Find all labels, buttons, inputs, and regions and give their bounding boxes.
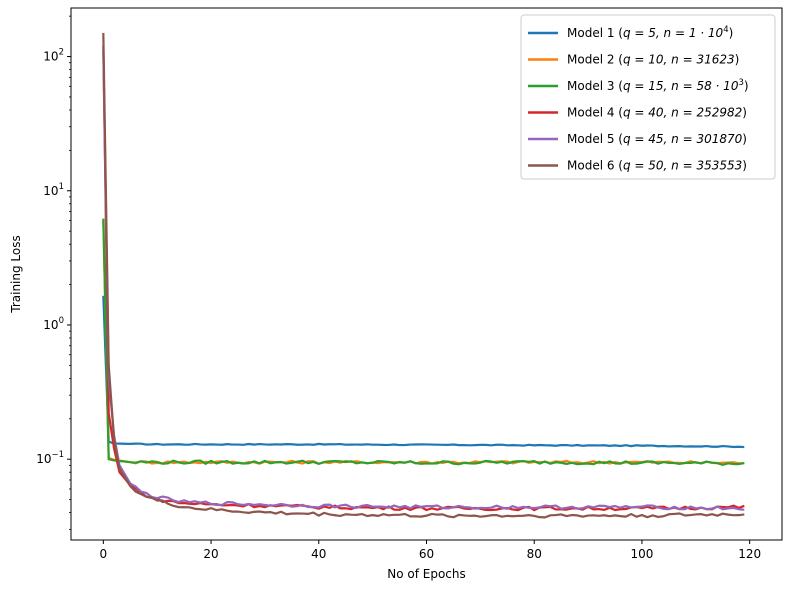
legend-entry: Model 2 (q = 10, n = 31623) bbox=[567, 53, 739, 67]
legend-entry: Model 5 (q = 45, n = 301870) bbox=[567, 132, 747, 146]
series-line-model-1 bbox=[102, 295, 745, 449]
x-tick-label: 100 bbox=[631, 547, 654, 561]
x-tick-label: 40 bbox=[311, 547, 326, 561]
series-line-model-6 bbox=[102, 32, 745, 519]
legend-box bbox=[520, 14, 776, 180]
y-axis-label: Training Loss bbox=[9, 235, 23, 313]
legend: Model 1 (q = 5, n = 1 · 104) Model 2 (q =… bbox=[520, 14, 776, 180]
x-tick-label: 80 bbox=[527, 547, 542, 561]
x-tick-label: 60 bbox=[419, 547, 434, 561]
legend-entry: Model 4 (q = 40, n = 252982) bbox=[567, 106, 747, 120]
x-axis-label: No of Epochs bbox=[387, 567, 466, 581]
x-axis: 0 20 40 60 80 100 120 bbox=[99, 540, 761, 561]
series-line-model-2 bbox=[102, 220, 745, 465]
series-line-model-5 bbox=[102, 50, 745, 511]
legend-entry: Model 6 (q = 50, n = 353553) bbox=[567, 159, 747, 173]
y-axis: 10−1 100 101 102 bbox=[36, 15, 71, 530]
y-tick-label: 101 bbox=[43, 182, 64, 198]
y-tick-label: 102 bbox=[43, 48, 64, 64]
legend-entry: Model 1 (q = 5, n = 1 · 104) bbox=[567, 25, 733, 40]
series-line-model-3 bbox=[102, 218, 745, 466]
x-tick-label: 0 bbox=[99, 547, 107, 561]
x-tick-label: 120 bbox=[738, 547, 761, 561]
y-tick-label: 100 bbox=[43, 316, 64, 332]
y-tick-label: 10−1 bbox=[36, 450, 64, 466]
legend-entry: Model 3 (q = 15, n = 58 · 103) bbox=[567, 78, 749, 93]
x-tick-label: 20 bbox=[203, 547, 218, 561]
series-lines bbox=[102, 32, 745, 519]
